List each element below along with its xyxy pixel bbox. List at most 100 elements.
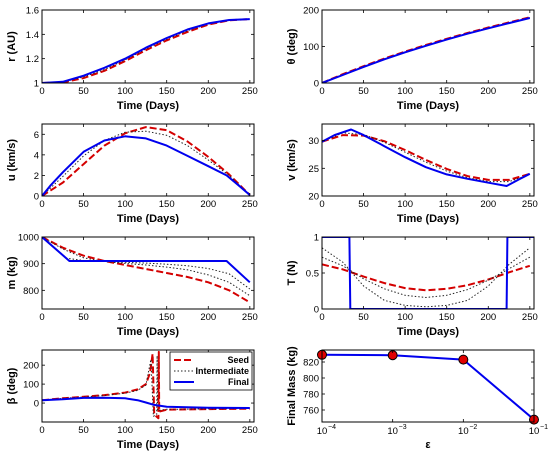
ylabel-final-mass: Final Mass (kg) xyxy=(286,346,298,426)
series-intermediate-T-1 xyxy=(322,256,531,298)
ytick-label-final-mass-2: 800 xyxy=(303,374,319,385)
ytick-label-m-2: 1000 xyxy=(18,233,39,244)
ytick-label-v-0: 20 xyxy=(308,192,319,203)
series-intermediate-m-1 xyxy=(42,237,251,297)
xtick-label-beta-0: 0 xyxy=(39,425,44,436)
xtick-label-v-1: 50 xyxy=(358,199,369,210)
panel-beta: 0 50 100 150 200 250 0 100 200 Time (Days) β (deg)… xyxy=(6,349,258,451)
ytick-label-beta-2: 200 xyxy=(23,361,39,372)
ylabel-beta: β (deg) xyxy=(6,367,18,404)
axes-frame-beta xyxy=(41,349,255,423)
ylabel-u: u (km/s) xyxy=(6,139,18,182)
xtick-label-m-0: 0 xyxy=(39,312,44,323)
ytick-label-v-1: 25 xyxy=(308,164,319,175)
ytick-label-r-0: 1 xyxy=(34,79,39,90)
xtick-exp-final-mass-1: −3 xyxy=(399,424,407,431)
xtick-label-final-mass-1: 10 xyxy=(387,426,398,437)
ylabel-theta: θ (deg) xyxy=(286,28,298,64)
series-final-final-mass-0 xyxy=(322,353,534,421)
series-seed-r-0 xyxy=(42,18,250,83)
series-intermediate-v-1 xyxy=(322,132,530,183)
xtick-label-r-5: 250 xyxy=(242,86,258,97)
ytick-label-beta-0: 0 xyxy=(34,399,39,410)
xtick-label-u-3: 150 xyxy=(159,199,175,210)
xtick-label-final-mass-3: 10 xyxy=(529,426,540,437)
xtick-label-T-3: 150 xyxy=(439,312,455,323)
xtick-label-v-4: 200 xyxy=(480,199,496,210)
series-seed-u-0 xyxy=(42,126,251,196)
xtick-label-beta-5: 250 xyxy=(242,425,258,436)
xtick-label-v-0: 0 xyxy=(319,199,324,210)
series-intermediate-T-2 xyxy=(322,247,531,308)
series-seed-theta-0 xyxy=(322,16,531,83)
xtick-label-theta-3: 150 xyxy=(439,86,455,97)
panel-r: 0 50 100 150 200 250 1 1.2 1.4 1.6 Time (Days) r (A… xyxy=(6,6,258,113)
xlabel-m: Time (Days) xyxy=(117,326,179,338)
xtick-label-beta-4: 200 xyxy=(200,425,216,436)
xtick-exp-final-mass-2: −2 xyxy=(469,424,477,431)
panel-theta: 0 50 100 150 200 250 0 100 200 Time (Days) θ (deg) xyxy=(286,6,538,113)
ytick-label-v-2: 30 xyxy=(308,136,319,147)
ytick-label-T-1: 0.5 xyxy=(306,269,319,280)
xtick-label-u-0: 0 xyxy=(39,199,44,210)
xtick-label-r-0: 0 xyxy=(39,86,44,97)
panel-T: 0 50 100 150 200 250 0 0.5 1 Time (Days) T (N) xyxy=(286,233,538,339)
ylabel-m: m (kg) xyxy=(6,256,18,289)
xtick-label-T-4: 200 xyxy=(480,312,496,323)
xtick-label-u-5: 250 xyxy=(242,199,258,210)
xlabel-T: Time (Days) xyxy=(397,326,459,338)
ytick-label-T-2: 1 xyxy=(314,233,319,244)
xtick-label-final-mass-0: 10 xyxy=(317,426,328,437)
series-final-u-2 xyxy=(42,135,251,196)
ytick-label-u-3: 6 xyxy=(34,130,39,141)
xtick-label-v-3: 150 xyxy=(439,199,455,210)
xtick-label-theta-5: 250 xyxy=(522,86,538,97)
xtick-label-beta-1: 50 xyxy=(78,425,89,436)
ylabel-T: T (N) xyxy=(286,260,298,285)
panel-m: 0 50 100 150 200 250 800 900 1000 Time (Days) m (k… xyxy=(6,233,258,339)
series-final-beta-2 xyxy=(42,396,250,409)
axes-frame-r xyxy=(41,9,255,84)
ytick-label-r-2: 1.4 xyxy=(26,30,39,41)
xlabel-theta: Time (Days) xyxy=(397,100,459,112)
xtick-label-r-4: 200 xyxy=(200,86,216,97)
legend-box xyxy=(169,351,253,391)
ytick-label-u-2: 4 xyxy=(34,150,39,161)
ytick-label-final-mass-1: 780 xyxy=(303,390,319,401)
ytick-label-m-1: 900 xyxy=(23,259,39,270)
ytick-label-m-0: 800 xyxy=(23,286,39,297)
series-final-m-3 xyxy=(42,237,251,284)
ytick-label-final-mass-0: 760 xyxy=(303,406,319,417)
point-final-mass-2 xyxy=(458,354,469,365)
xtick-label-u-2: 100 xyxy=(117,199,133,210)
xtick-label-theta-1: 50 xyxy=(358,86,369,97)
xtick-label-r-3: 150 xyxy=(159,86,175,97)
series-seed-beta-0 xyxy=(42,350,250,420)
xtick-label-beta-2: 100 xyxy=(117,425,133,436)
xtick-label-m-1: 50 xyxy=(78,312,89,323)
series-final-v-2 xyxy=(322,128,531,187)
series-final-r-2 xyxy=(42,18,250,83)
ytick-label-u-0: 0 xyxy=(34,192,39,203)
series-seed-v-0 xyxy=(322,134,531,181)
ytick-label-theta-2: 200 xyxy=(303,6,319,17)
xtick-label-u-4: 200 xyxy=(200,199,216,210)
xtick-label-v-5: 250 xyxy=(522,199,538,210)
xlabel-beta: Time (Days) xyxy=(117,439,179,451)
axes-frame-theta xyxy=(321,9,535,84)
axes-frame-v xyxy=(321,123,535,197)
xtick-label-m-3: 150 xyxy=(159,312,175,323)
ylabel-v: v (km/s) xyxy=(286,139,298,181)
xtick-exp-final-mass-0: −4 xyxy=(328,424,336,431)
xtick-label-r-1: 50 xyxy=(78,86,89,97)
xtick-exp-final-mass-3: −1 xyxy=(540,424,548,431)
series-seed-m-0 xyxy=(42,237,251,304)
xlabel-r: Time (Days) xyxy=(117,100,179,112)
xtick-label-m-5: 250 xyxy=(242,312,258,323)
legend-label-intermediate: Intermediate xyxy=(195,366,249,376)
panel-u: 0 50 100 150 200 250 0 2 4 6 Time (Days) u (km/s) xyxy=(6,123,258,225)
ytick-label-r-3: 1.6 xyxy=(26,6,39,17)
